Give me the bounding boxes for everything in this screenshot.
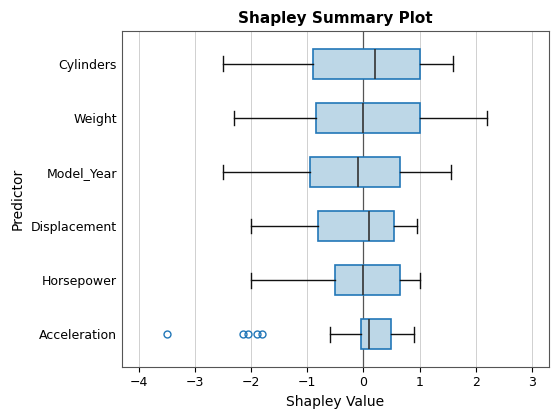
X-axis label: Shapley Value: Shapley Value (286, 395, 384, 409)
PathPatch shape (310, 157, 400, 187)
Title: Shapley Summary Plot: Shapley Summary Plot (238, 11, 432, 26)
PathPatch shape (313, 49, 419, 79)
PathPatch shape (316, 103, 419, 133)
PathPatch shape (361, 319, 391, 349)
Y-axis label: Predictor: Predictor (11, 168, 25, 230)
PathPatch shape (319, 211, 394, 241)
PathPatch shape (335, 265, 400, 295)
